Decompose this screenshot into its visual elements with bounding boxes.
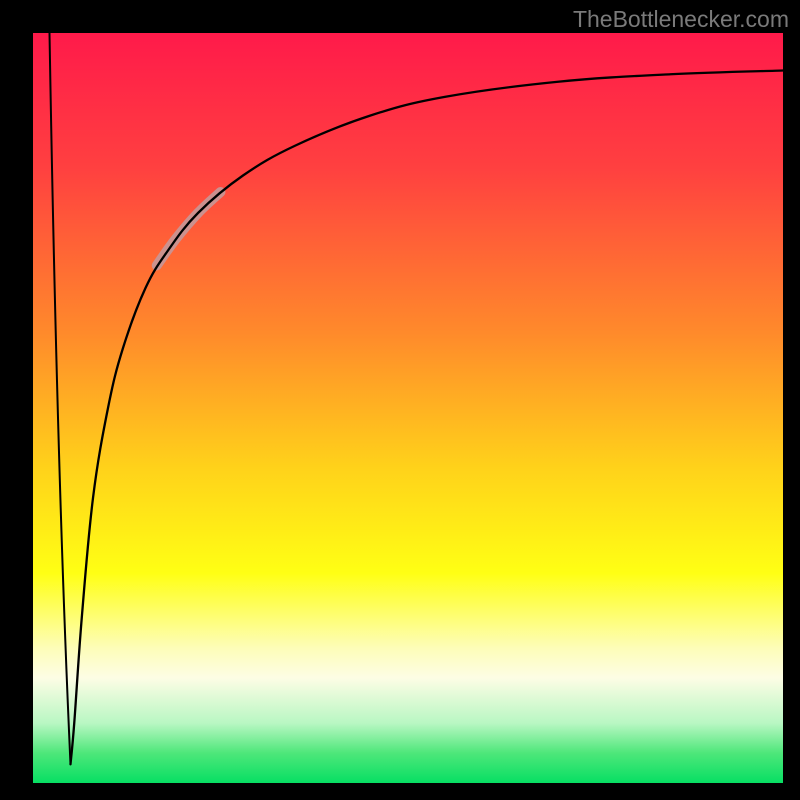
gradient-background — [33, 33, 783, 783]
plot-area — [33, 33, 783, 783]
chart-stage: TheBottlenecker.com — [0, 0, 800, 800]
plot-svg — [33, 33, 783, 783]
watermark-text: TheBottlenecker.com — [573, 6, 789, 33]
